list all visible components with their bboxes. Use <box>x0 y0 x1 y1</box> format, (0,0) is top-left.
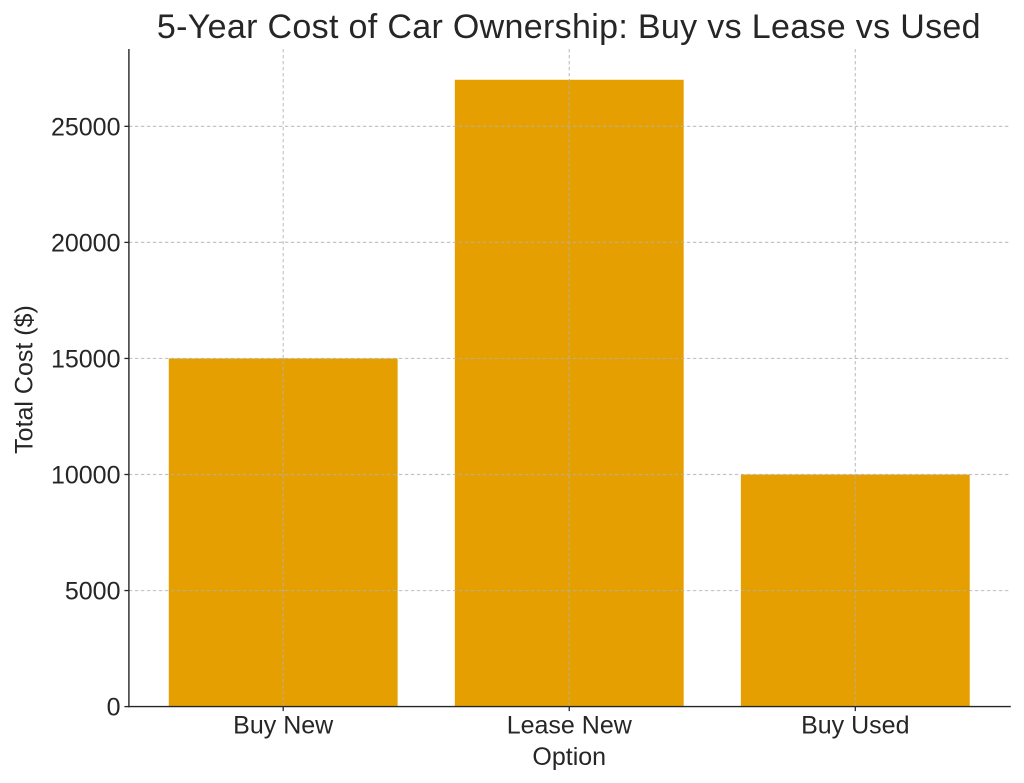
svg-text:Total Cost ($): Total Cost ($) <box>11 305 39 454</box>
svg-text:Buy Used: Buy Used <box>801 711 909 739</box>
svg-text:Lease New: Lease New <box>507 711 633 739</box>
svg-text:5000: 5000 <box>65 578 121 606</box>
svg-text:20000: 20000 <box>51 229 121 257</box>
svg-text:10000: 10000 <box>51 461 121 489</box>
svg-text:Buy New: Buy New <box>233 711 334 739</box>
svg-text:Option: Option <box>532 743 606 771</box>
svg-text:15000: 15000 <box>51 345 121 373</box>
svg-text:25000: 25000 <box>51 113 121 141</box>
svg-text:0: 0 <box>107 694 121 722</box>
svg-text:5-Year Cost of Car Ownership:: 5-Year Cost of Car Ownership: Buy vs Lea… <box>157 8 981 46</box>
